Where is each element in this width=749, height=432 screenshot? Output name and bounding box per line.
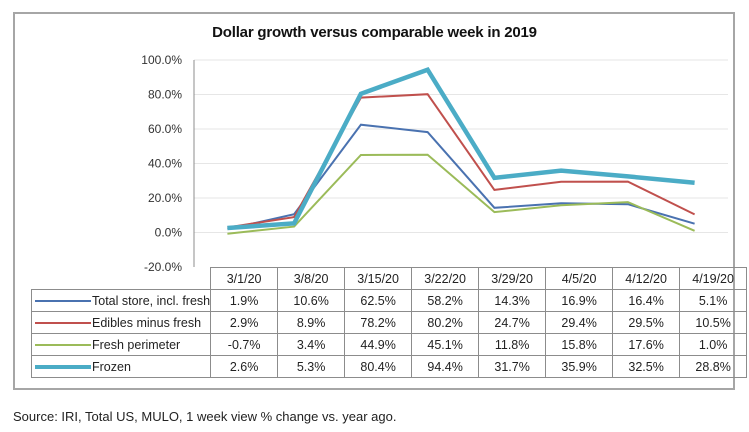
data-label: 8.9% xyxy=(277,311,346,334)
data-label: 1.9% xyxy=(210,289,279,312)
source-note: Source: IRI, Total US, MULO, 1 week view… xyxy=(13,409,397,424)
table-row: Total store, incl. fresh 1.9% 10.6% 62.5% 58… xyxy=(30,289,748,312)
x-tick-label: 4/19/20 xyxy=(679,267,748,290)
data-label: 44.9% xyxy=(344,333,413,356)
legend-entry: Fresh perimeter xyxy=(30,333,212,356)
data-label: 29.5% xyxy=(612,311,681,334)
y-tick-label: 100.0% xyxy=(141,53,182,67)
y-tick-label: 40.0% xyxy=(148,157,182,171)
data-label: 2.6% xyxy=(210,355,279,378)
x-tick-label: 3/22/20 xyxy=(411,267,480,290)
y-tick-label: 60.0% xyxy=(148,122,182,136)
series-lines xyxy=(227,66,696,235)
legend-swatch xyxy=(35,322,91,325)
x-tick-label: 4/5/20 xyxy=(545,267,614,290)
legend-label: Edibles minus fresh xyxy=(92,315,202,330)
data-label: 17.6% xyxy=(612,333,681,356)
y-axis-tick-labels: 100.0%80.0%60.0%40.0%20.0%0.0%-20.0% xyxy=(141,53,182,274)
series-line-fresh-perimeter xyxy=(227,153,695,235)
y-tick-label: 80.0% xyxy=(148,88,182,102)
data-label: 10.5% xyxy=(679,311,748,334)
data-label: 3.4% xyxy=(277,333,346,356)
data-label: 94.4% xyxy=(411,355,480,378)
data-label: 62.5% xyxy=(344,289,413,312)
data-label: 16.4% xyxy=(612,289,681,312)
table-row: Fresh perimeter -0.7% 3.4% 44.9% 45.1% 11.8% 1… xyxy=(30,333,748,356)
data-label: 31.7% xyxy=(478,355,547,378)
data-label: 5.3% xyxy=(277,355,346,378)
y-tick-label: 20.0% xyxy=(148,191,182,205)
data-label: 16.9% xyxy=(545,289,614,312)
x-tick-label: 3/1/20 xyxy=(210,267,279,290)
legend-entry: Frozen xyxy=(30,355,212,378)
x-tick-label: 3/29/20 xyxy=(478,267,547,290)
legend-entry: Total store, incl. fresh xyxy=(30,289,212,312)
legend-swatch xyxy=(35,365,91,370)
data-table: 3/1/20 3/8/20 3/15/20 3/22/20 3/29/20 4/5/20 4… xyxy=(30,267,748,378)
data-label: 2.9% xyxy=(210,311,279,334)
legend-label: Total store, incl. fresh xyxy=(92,293,211,308)
data-label: 32.5% xyxy=(612,355,681,378)
data-label: 78.2% xyxy=(344,311,413,334)
table-row: Frozen 2.6% 5.3% 80.4% 94.4% 31.7% 35.9% 32.5% 2… xyxy=(30,355,748,378)
data-label: 5.1% xyxy=(679,289,748,312)
data-label: 14.3% xyxy=(478,289,547,312)
y-tick-label: 0.0% xyxy=(155,226,183,240)
data-label: 1.0% xyxy=(679,333,748,356)
data-label: 11.8% xyxy=(478,333,547,356)
data-label: 29.4% xyxy=(545,311,614,334)
gridlines xyxy=(194,59,728,233)
legend-swatch xyxy=(35,344,91,347)
data-label: 10.6% xyxy=(277,289,346,312)
x-tick-label: 3/15/20 xyxy=(344,267,413,290)
series-line-frozen xyxy=(227,66,695,231)
data-label: 45.1% xyxy=(411,333,480,356)
data-label: 15.8% xyxy=(545,333,614,356)
table-header-row: 3/1/20 3/8/20 3/15/20 3/22/20 3/29/20 4/5/20 4… xyxy=(31,267,748,290)
data-label: 28.8% xyxy=(679,355,748,378)
chart-title: Dollar growth versus comparable week in … xyxy=(212,24,537,41)
legend-label: Fresh perimeter xyxy=(92,337,181,352)
data-label: 24.7% xyxy=(478,311,547,334)
data-label: 58.2% xyxy=(411,289,480,312)
table-corner xyxy=(31,267,212,290)
data-label: 80.4% xyxy=(344,355,413,378)
data-label: -0.7% xyxy=(210,333,279,356)
series-line-edibles-minus-fresh xyxy=(227,93,696,229)
legend-entry: Edibles minus fresh xyxy=(30,311,212,334)
data-label: 80.2% xyxy=(411,311,480,334)
legend-label: Frozen xyxy=(92,359,131,374)
x-tick-label: 4/12/20 xyxy=(612,267,681,290)
table-row: Edibles minus fresh 2.9% 8.9% 78.2% 80.2% 24.… xyxy=(30,311,748,334)
data-label: 35.9% xyxy=(545,355,614,378)
x-tick-label: 3/8/20 xyxy=(277,267,346,290)
legend-swatch xyxy=(35,300,91,303)
